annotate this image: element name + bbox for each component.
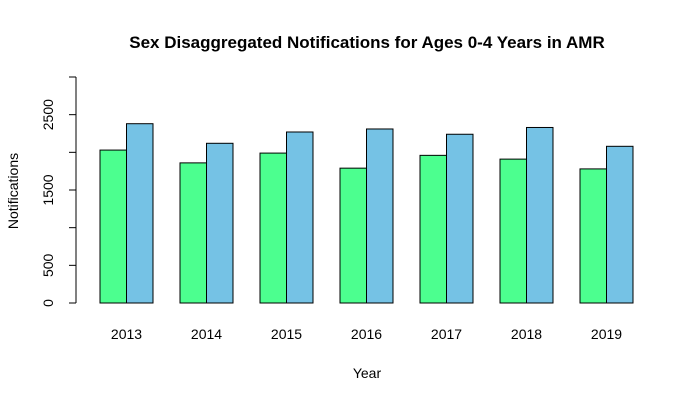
bar-2014-series-1 (179, 162, 207, 304)
y-axis-label: Notifications (5, 153, 21, 229)
bar-2014-series-2 (206, 142, 234, 304)
chart-title: Sex Disaggregated Notifications for Ages… (129, 33, 605, 52)
x-ticks-layer: 2013 2014 2015 2016 2017 2018 2019 (111, 326, 622, 342)
x-tick-label-2014: 2014 (191, 326, 222, 342)
x-tick-label-2017: 2017 (431, 326, 462, 342)
y-tick-label-1500: 1500 (40, 174, 56, 205)
y-tick-label-0: 0 (40, 299, 56, 307)
y-tick-label-2500: 2500 (40, 99, 56, 130)
bars-layer (99, 123, 634, 304)
bar-2018-series-1 (499, 158, 527, 304)
x-tick-label-2019: 2019 (591, 326, 622, 342)
y-ticks-layer: 0 500 1500 2500 (40, 76, 76, 307)
bar-2018-series-2 (526, 126, 554, 304)
bar-2013-series-2 (126, 123, 154, 304)
x-tick-label-2013: 2013 (111, 326, 142, 342)
x-tick-label-2018: 2018 (511, 326, 542, 342)
bar-2015-series-2 (286, 131, 314, 304)
bar-2016-series-2 (366, 128, 394, 304)
bar-2017-series-1 (419, 154, 447, 304)
bar-2013-series-1 (99, 149, 127, 304)
x-tick-label-2016: 2016 (351, 326, 382, 342)
bar-2015-series-1 (259, 152, 287, 304)
x-tick-label-2015: 2015 (271, 326, 302, 342)
bar-2019-series-1 (579, 168, 607, 304)
bar-2019-series-2 (606, 145, 634, 304)
bar-2016-series-1 (339, 167, 367, 304)
bar-2017-series-2 (446, 133, 474, 304)
x-axis-label: Year (353, 365, 382, 381)
y-tick-label-500: 500 (40, 253, 56, 277)
